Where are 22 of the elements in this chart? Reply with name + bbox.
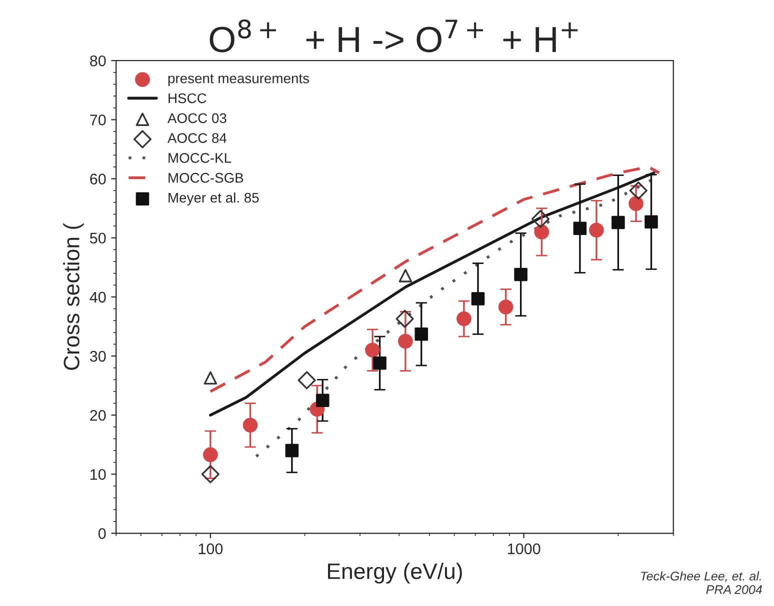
y-tick-label: 20 <box>90 410 106 421</box>
legend-label: MOCC-SGB <box>168 172 244 183</box>
chart-title: O$^{8+}$ + H -> O$^{7+}$ + H$^{+}$ <box>210 19 578 52</box>
y-tick-label: 0 <box>98 528 106 539</box>
legend-label: present measurements <box>168 74 310 86</box>
y-tick-label: 50 <box>90 232 106 244</box>
text: Teck-Ghee Lee, et. al. PRA 2004 <box>640 571 762 594</box>
legend-label: HSCC <box>168 93 206 104</box>
y-tick-label: 10 <box>90 469 106 480</box>
x-tick-label: 100 <box>198 543 223 554</box>
legend-label: MOCC-KL <box>168 153 232 163</box>
x-tick-label: 1000 <box>508 543 540 554</box>
y-tick-label: 80 <box>90 55 106 66</box>
y-tick-label: 70 <box>90 114 106 126</box>
legend-label: AOCC 03 <box>168 113 226 124</box>
y-tick-label: 60 <box>90 174 106 184</box>
x-axis-title: Energy (eV/u) <box>328 562 462 584</box>
legend-label: Meyer et al. 85 <box>168 192 259 206</box>
y-axis-title: Cross section ( <box>63 222 84 370</box>
legend-label: AOCC 84 <box>168 133 227 143</box>
y-tick-label: 30 <box>90 350 106 362</box>
y-tick-label: 40 <box>90 292 106 303</box>
